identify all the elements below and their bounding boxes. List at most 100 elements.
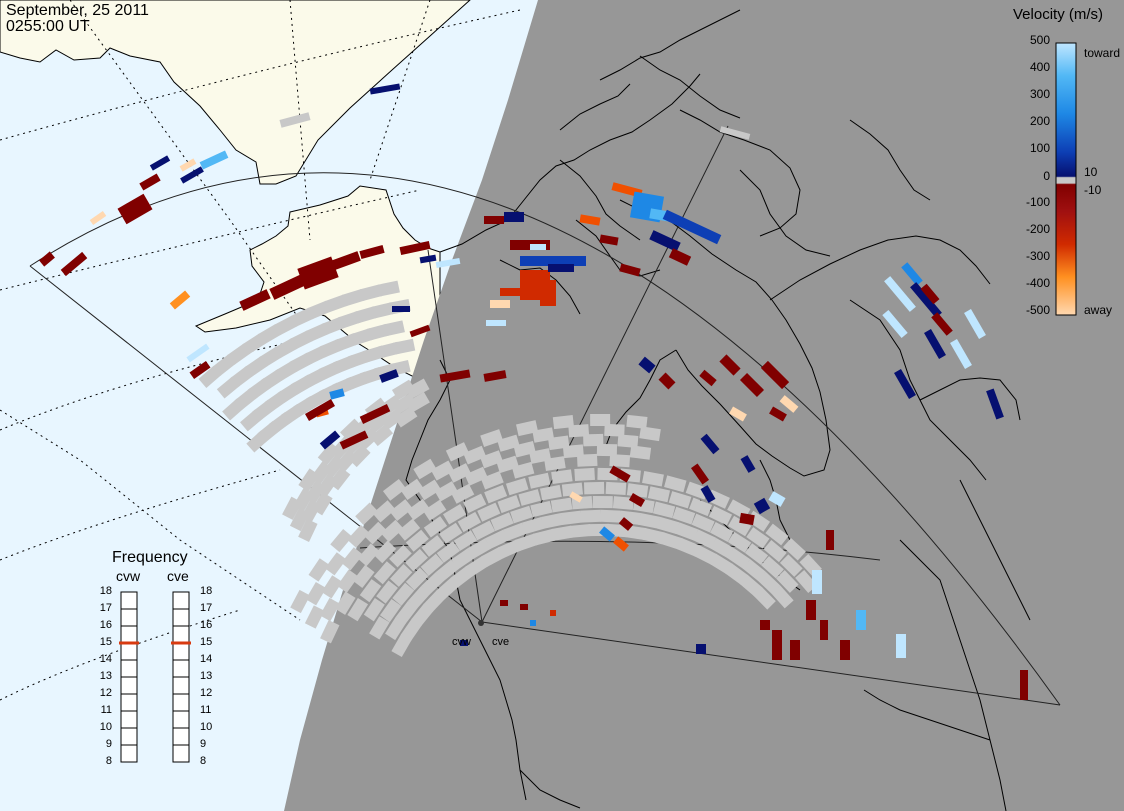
echo-cell <box>382 479 407 501</box>
echo-cell <box>609 453 631 468</box>
echo-cell <box>528 472 551 489</box>
echo-cell <box>503 522 527 541</box>
echo-cell <box>399 240 431 256</box>
echo-cell <box>407 585 431 609</box>
echo-cell <box>790 640 800 660</box>
echo-cell <box>856 610 866 630</box>
echo-cell <box>423 499 447 521</box>
echo-cell <box>485 529 509 550</box>
echo-cell <box>668 491 692 509</box>
echo-cell <box>896 634 906 658</box>
echo-cell <box>460 640 468 646</box>
echo-cell <box>742 559 766 582</box>
echo-cell <box>729 406 747 422</box>
echo-cell <box>544 456 566 472</box>
frequency-scale-label-left: 12 <box>99 687 112 699</box>
echo-cell <box>699 369 717 387</box>
echo-cell <box>484 484 508 504</box>
echo-cell <box>964 309 986 339</box>
echo-cell <box>480 471 504 490</box>
frequency-cell <box>120 727 138 746</box>
frequency-cell <box>172 591 190 610</box>
echo-cell <box>668 248 692 266</box>
echo-cell <box>550 497 573 513</box>
velocity-legend-title: Velocity (m/s) <box>1013 6 1104 23</box>
echo-cell <box>739 574 763 597</box>
echo-cell <box>357 543 380 567</box>
echo-cell <box>740 455 756 473</box>
frequency-cell <box>120 591 138 610</box>
echo-cell <box>664 475 687 493</box>
echo-cell <box>629 445 652 460</box>
echo-cell <box>463 493 487 514</box>
echo-cell <box>436 577 460 600</box>
echo-cell <box>393 338 416 355</box>
echo-cell <box>352 564 375 589</box>
echo-cell <box>330 529 353 553</box>
echo-cell <box>419 254 437 264</box>
echo-cell <box>409 324 431 338</box>
echo-cell <box>257 324 282 345</box>
echo-cell <box>405 548 428 572</box>
echo-cell <box>450 565 474 588</box>
velocity-tick-label: -200 <box>1025 222 1050 236</box>
velocity-tick-label: 400 <box>1029 60 1050 74</box>
frequency-cell <box>120 693 138 712</box>
echo-cell <box>406 498 430 521</box>
echo-cell <box>490 300 510 308</box>
echo-cell <box>341 547 364 571</box>
echo-cell <box>304 605 325 629</box>
echo-cell <box>950 339 972 369</box>
echo-cell <box>451 548 475 570</box>
echo-cell <box>395 600 418 625</box>
frequency-scale-label-right: 10 <box>200 721 213 733</box>
frequency-cell <box>172 642 190 661</box>
echo-cell <box>739 512 755 526</box>
echo-cell <box>339 418 363 442</box>
frequency-marker <box>171 641 191 645</box>
echo-cell <box>337 569 359 593</box>
echo-cell <box>319 597 341 622</box>
echo-cell <box>389 499 413 521</box>
frequency-scale-label-right: 14 <box>200 653 213 665</box>
echo-cell <box>882 309 908 339</box>
echo-cell <box>539 484 562 501</box>
echo-cell <box>117 193 153 225</box>
echo-cell <box>308 558 330 582</box>
echo-cell <box>806 600 816 620</box>
echo-cell <box>693 545 717 565</box>
echo-cell <box>505 477 529 496</box>
echo-cell <box>376 580 398 604</box>
echo-cell <box>710 521 734 542</box>
echo-cell <box>568 424 590 438</box>
frequency-cell <box>172 659 190 678</box>
echo-cell <box>642 471 664 487</box>
toward-label: toward <box>1084 46 1121 60</box>
echo-cell <box>377 280 400 297</box>
echo-cell <box>779 554 803 577</box>
echo-cell <box>405 529 429 552</box>
velocity-tick-label: 500 <box>1029 33 1050 47</box>
echo-cell <box>347 597 369 622</box>
frequency-cell <box>172 608 190 627</box>
echo-cell <box>380 408 404 430</box>
echo-cell <box>373 540 397 564</box>
echo-cell <box>522 517 545 535</box>
velocity-tick-label: 200 <box>1029 114 1050 128</box>
echo-cell <box>497 495 521 514</box>
echo-cell <box>337 311 361 329</box>
echo-cell <box>763 540 787 563</box>
echo-cell <box>638 356 656 374</box>
frequency-cell <box>120 642 138 661</box>
echo-cell <box>510 505 533 524</box>
echo-cell <box>696 644 706 654</box>
echo-cell <box>727 515 752 537</box>
echo-cell <box>579 214 601 226</box>
frequency-marker <box>119 641 139 645</box>
echo-cell <box>560 256 586 266</box>
echo-cell <box>486 320 506 326</box>
echo-cell <box>328 467 351 491</box>
echo-cell <box>289 330 313 350</box>
echo-cell <box>518 489 541 506</box>
